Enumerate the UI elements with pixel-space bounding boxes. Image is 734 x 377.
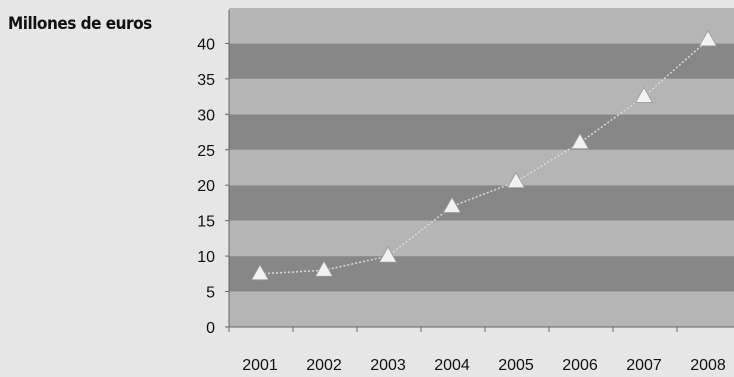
x-tick-label: 2006 xyxy=(562,357,598,374)
data-point-marker xyxy=(314,260,334,277)
y-tick-label: 10 xyxy=(197,249,215,266)
y-tick-label: 15 xyxy=(197,214,215,231)
data-point-marker xyxy=(250,264,270,281)
grid-band xyxy=(229,185,734,221)
x-tick-label: 2001 xyxy=(242,357,278,374)
data-point-marker xyxy=(634,86,654,103)
y-axis-label: Millones de euros xyxy=(8,14,152,34)
grid-band xyxy=(229,78,734,115)
y-tick-label: 35 xyxy=(197,72,215,89)
y-tick-label: 25 xyxy=(197,143,215,160)
data-point-marker xyxy=(570,132,590,150)
x-tick-label: 2007 xyxy=(626,357,662,374)
grid-band xyxy=(229,291,734,327)
grid-band xyxy=(229,149,734,186)
y-tick-label: 0 xyxy=(206,320,215,337)
data-point-marker xyxy=(506,171,526,189)
y-tick-label: 40 xyxy=(197,36,215,53)
grid-band xyxy=(229,220,734,257)
x-tick-label: 2008 xyxy=(690,357,726,374)
data-point-marker xyxy=(698,30,718,47)
x-tick-label: 2005 xyxy=(498,357,534,374)
grid-band xyxy=(229,256,734,292)
series-line xyxy=(259,39,709,275)
y-tick-label: 30 xyxy=(197,107,215,124)
x-tick-label: 2002 xyxy=(306,357,342,374)
y-tick-label: 20 xyxy=(197,178,215,195)
data-point-marker xyxy=(442,196,462,213)
x-tick-label: 2003 xyxy=(370,357,406,374)
y-tick-label: 5 xyxy=(206,285,215,302)
data-point-marker xyxy=(378,246,398,263)
grid-band xyxy=(229,114,734,150)
grid-band xyxy=(229,7,734,44)
x-tick-label: 2004 xyxy=(434,357,470,374)
grid-band xyxy=(229,43,734,79)
